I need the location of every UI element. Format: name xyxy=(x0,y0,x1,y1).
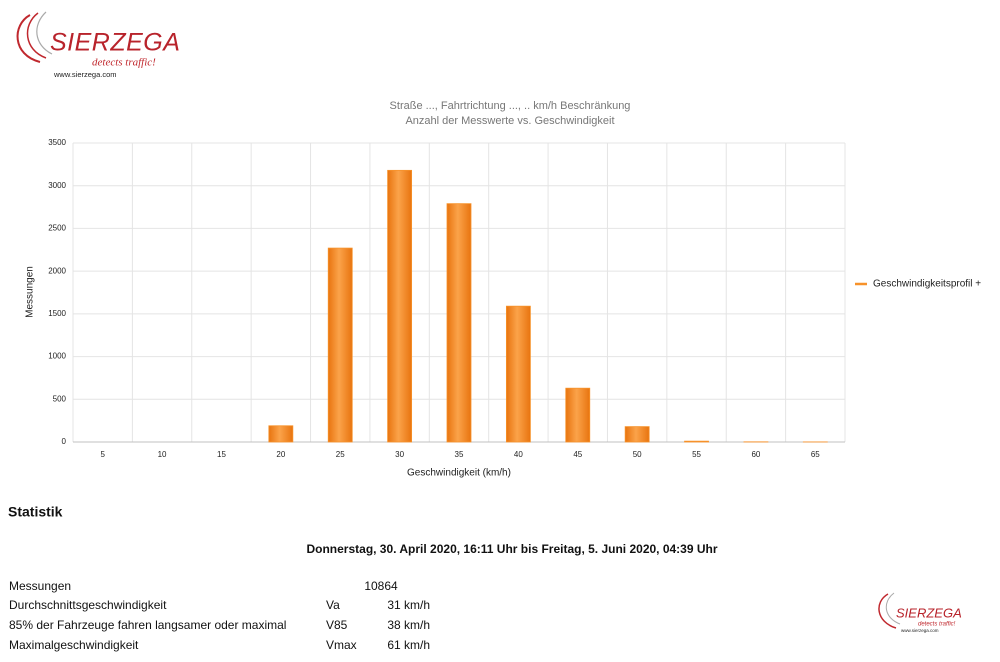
stats-period: Donnerstag, 30. April 2020, 16:11 Uhr bi… xyxy=(306,542,717,556)
stat-value: 38 km/h xyxy=(387,618,430,632)
logo-name: SIERZEGA xyxy=(50,29,180,57)
stat-symbol: V85 xyxy=(326,618,348,632)
logo-url: www.sierzega.com xyxy=(901,628,939,633)
stat-symbol: Va xyxy=(326,598,340,612)
stat-symbol: Vmax xyxy=(326,638,357,652)
y-tick-label: 2000 xyxy=(48,266,66,275)
x-tick-label: 15 xyxy=(217,450,226,459)
bar xyxy=(387,169,413,443)
x-tick-label: 40 xyxy=(514,450,523,459)
stat-label: Maximalgeschwindigkeit xyxy=(9,638,139,652)
stats-heading: Statistik xyxy=(8,504,63,520)
chart: 0 500 1000 1500 2000 2500 3000 3500 5 10 15 20 25 30 3… xyxy=(48,138,981,459)
legend-label: Geschwindigkeitsprofil + xyxy=(873,279,981,290)
y-tick-label: 2500 xyxy=(48,224,66,233)
chart-title: Straße ..., Fahrtrichtung ..., .. km/h B… xyxy=(390,100,631,112)
logo-swoosh xyxy=(36,11,53,55)
stats-table: Messungen 10864 Durchschnittsgeschwindig… xyxy=(9,579,430,652)
bar xyxy=(268,425,294,443)
stat-label: Messungen xyxy=(9,579,71,593)
logo-swoosh xyxy=(16,14,41,63)
x-tick-label: 60 xyxy=(751,450,760,459)
x-tick-label: 45 xyxy=(573,450,582,459)
bar xyxy=(684,440,709,443)
stat-value: 31 km/h xyxy=(387,598,430,612)
x-tick-label: 20 xyxy=(276,450,285,459)
logo-url: www.sierzega.com xyxy=(53,70,117,79)
logo-slogan: detects traffic! xyxy=(918,622,956,628)
bar xyxy=(624,426,650,443)
x-tick-label: 50 xyxy=(633,450,642,459)
x-tick-label: 35 xyxy=(455,450,464,459)
logo-small: SIERZEGA detects traffic! www.sierzega.c… xyxy=(878,592,962,633)
logo-name: SIERZEGA xyxy=(896,605,962,620)
stat-label: 85% der Fahrzeuge fahren langsamer oder … xyxy=(9,618,286,632)
bar xyxy=(565,387,591,443)
y-axis-title: Messungen xyxy=(25,266,36,318)
x-tick-label: 5 xyxy=(100,450,105,459)
stat-label: Durchschnittsgeschwindigkeit xyxy=(9,598,167,612)
x-tick-label: 25 xyxy=(336,450,345,459)
x-axis-title: Geschwindigkeit (km/h) xyxy=(407,468,511,479)
x-tick-label: 65 xyxy=(811,450,820,459)
logo-swoosh xyxy=(26,12,47,59)
bar xyxy=(505,305,531,443)
bar xyxy=(446,203,472,443)
stat-value: 10864 xyxy=(364,579,398,593)
logo: SIERZEGA detects traffic! www.sierzega.c… xyxy=(16,11,180,79)
y-tick-label: 500 xyxy=(53,394,67,403)
logo-slogan: detects traffic! xyxy=(92,57,156,69)
logo-swoosh xyxy=(878,593,897,629)
x-tick-label: 10 xyxy=(158,450,167,459)
logo-swoosh xyxy=(885,592,901,625)
y-tick-label: 3000 xyxy=(48,181,66,190)
bar xyxy=(327,247,353,443)
x-tick-label: 30 xyxy=(395,450,404,459)
y-tick-label: 3500 xyxy=(48,138,66,147)
stat-value: 61 km/h xyxy=(387,638,430,652)
x-tick-label: 55 xyxy=(692,450,701,459)
y-tick-label: 0 xyxy=(62,437,67,446)
chart-subtitle: Anzahl der Messwerte vs. Geschwindigkeit xyxy=(405,115,614,127)
y-tick-label: 1000 xyxy=(48,352,66,361)
y-tick-label: 1500 xyxy=(48,309,66,318)
